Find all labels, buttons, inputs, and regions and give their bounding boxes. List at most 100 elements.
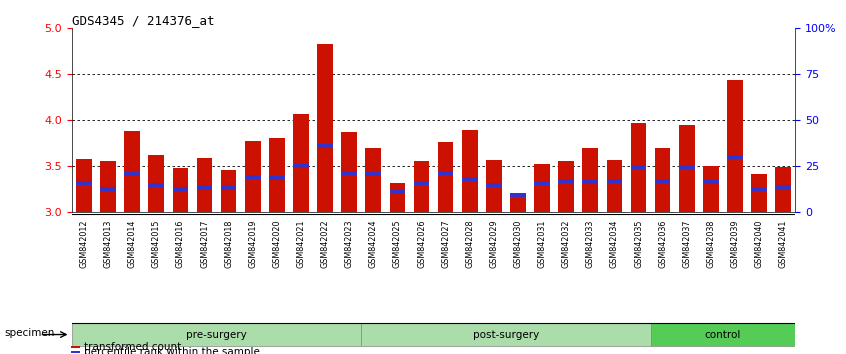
Bar	[534, 181, 550, 185]
Text: GSM842022: GSM842022	[321, 219, 330, 268]
Bar	[148, 155, 164, 212]
Bar	[558, 161, 574, 212]
Bar	[76, 159, 92, 212]
Bar	[510, 196, 526, 212]
Bar	[751, 187, 767, 192]
Text: GSM842033: GSM842033	[585, 219, 595, 268]
Bar	[317, 44, 333, 212]
Text: GSM842019: GSM842019	[248, 219, 257, 268]
Bar	[486, 160, 502, 212]
Bar	[751, 174, 767, 212]
Bar	[678, 165, 695, 169]
Bar	[414, 161, 430, 212]
Text: control: control	[705, 330, 741, 339]
Bar	[630, 165, 646, 169]
Bar	[510, 193, 526, 197]
Text: GSM842027: GSM842027	[441, 219, 450, 268]
Text: GSM842028: GSM842028	[465, 219, 475, 268]
Text: GSM842026: GSM842026	[417, 219, 426, 268]
Text: GSM842040: GSM842040	[755, 219, 764, 268]
Bar	[71, 350, 80, 353]
Text: GSM842030: GSM842030	[514, 219, 523, 268]
Text: GSM842032: GSM842032	[562, 219, 571, 268]
Bar	[148, 183, 164, 187]
Text: GSM842041: GSM842041	[778, 219, 788, 268]
Text: percentile rank within the sample: percentile rank within the sample	[84, 347, 260, 354]
Text: GSM842029: GSM842029	[489, 219, 498, 268]
Bar	[678, 125, 695, 212]
Bar	[775, 167, 791, 212]
Text: GSM842012: GSM842012	[80, 219, 89, 268]
Bar	[100, 161, 116, 212]
Bar	[244, 141, 261, 212]
Text: GSM842017: GSM842017	[200, 219, 209, 268]
Text: GSM842015: GSM842015	[151, 219, 161, 268]
Bar	[462, 177, 478, 181]
Bar	[582, 148, 598, 212]
Bar	[365, 172, 382, 176]
Bar	[389, 183, 405, 212]
Bar	[462, 130, 478, 212]
Bar	[534, 164, 550, 212]
Bar	[269, 176, 285, 181]
Bar	[703, 180, 719, 184]
Text: GSM842025: GSM842025	[393, 219, 402, 268]
Text: GSM842018: GSM842018	[224, 219, 233, 268]
Bar	[100, 187, 116, 192]
Bar	[317, 144, 333, 148]
Bar	[437, 171, 453, 175]
Bar	[293, 114, 309, 212]
Bar	[124, 131, 140, 212]
Text: GSM842020: GSM842020	[272, 219, 282, 268]
Text: GSM842036: GSM842036	[658, 219, 667, 268]
Bar	[655, 148, 671, 212]
Bar	[630, 123, 646, 212]
Bar	[173, 168, 189, 212]
Text: GSM842021: GSM842021	[296, 219, 305, 268]
Bar	[365, 148, 382, 212]
Bar	[76, 181, 92, 185]
Bar	[341, 132, 357, 212]
Bar	[244, 175, 261, 179]
Text: GSM842031: GSM842031	[537, 219, 547, 268]
Bar	[655, 179, 671, 183]
Bar	[414, 181, 430, 185]
Bar	[221, 170, 237, 212]
Bar	[341, 171, 357, 175]
Bar	[221, 185, 237, 190]
Bar	[582, 180, 598, 184]
Bar	[727, 155, 743, 159]
Bar	[293, 164, 309, 169]
Bar	[775, 185, 791, 190]
Bar	[651, 324, 795, 346]
Text: GSM842039: GSM842039	[730, 219, 739, 268]
Bar	[486, 183, 502, 187]
Bar	[727, 80, 743, 212]
Bar	[196, 185, 212, 190]
Text: GSM842023: GSM842023	[344, 219, 354, 268]
Bar	[389, 190, 405, 194]
Bar	[269, 138, 285, 212]
Text: GDS4345 / 214376_at: GDS4345 / 214376_at	[72, 14, 214, 27]
Text: GSM842035: GSM842035	[634, 219, 643, 268]
Text: GSM842037: GSM842037	[682, 219, 691, 268]
Bar	[196, 158, 212, 212]
Bar	[437, 142, 453, 212]
Text: transformed count: transformed count	[84, 342, 181, 352]
Text: GSM842034: GSM842034	[610, 219, 619, 268]
Text: GSM842016: GSM842016	[176, 219, 185, 268]
Text: specimen: specimen	[4, 328, 55, 338]
Bar	[558, 179, 574, 183]
Bar	[703, 166, 719, 212]
Text: post-surgery: post-surgery	[473, 330, 539, 339]
Bar	[173, 187, 189, 192]
Bar	[124, 172, 140, 176]
Bar	[71, 346, 80, 348]
Text: GSM842013: GSM842013	[103, 219, 113, 268]
Bar	[607, 179, 623, 183]
Text: GSM842014: GSM842014	[128, 219, 137, 268]
Text: pre-surgery: pre-surgery	[186, 330, 247, 339]
Bar	[361, 324, 651, 346]
Bar	[607, 160, 623, 212]
Bar	[72, 324, 361, 346]
